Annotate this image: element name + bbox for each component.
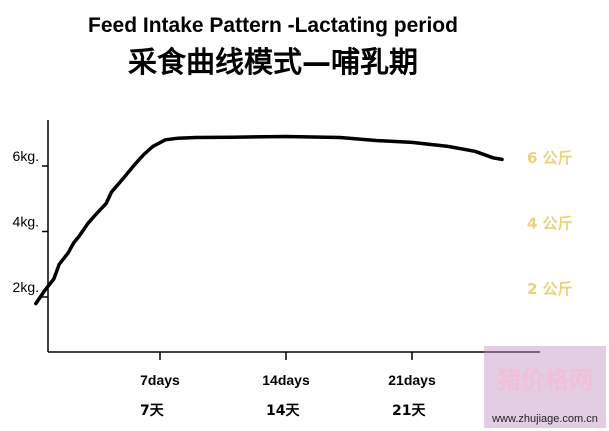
chart-axes — [47, 120, 540, 353]
chart-tick-labels: 2kg. 4kg. 6kg. 7days 7天 14days 14天 21days 21天 — [13, 148, 436, 419]
x-tick-label-zh: 7天 — [140, 403, 165, 419]
chart-ticks — [42, 165, 413, 360]
right-unit-label: 2 公斤 — [527, 280, 573, 298]
x-tick-label: 14days — [262, 372, 310, 388]
x-tick-label: 7days — [140, 372, 180, 388]
y-tick-label: 2kg. — [13, 279, 39, 295]
right-unit-label: 4 公斤 — [527, 215, 573, 233]
watermark: 猪价格网 www.zhujiage.com.cn — [484, 346, 606, 428]
chart-series — [34, 134, 504, 306]
y-tick-label: 6kg. — [13, 148, 39, 164]
feed-intake-line — [34, 134, 504, 306]
chart-title: Feed Intake Pattern -Lactating period — [88, 14, 458, 37]
y-tick-label: 4kg. — [13, 214, 39, 230]
chart-subtitle: 采食曲线模式—哺乳期 — [128, 45, 418, 79]
watermark-url: www.zhujiage.com.cn — [491, 413, 598, 425]
x-tick-label: 21days — [388, 372, 436, 388]
x-tick-label-zh: 21天 — [392, 403, 426, 419]
watermark-background — [484, 346, 606, 428]
x-tick-label-zh: 14天 — [266, 403, 300, 419]
right-unit-label: 6 公斤 — [527, 149, 573, 167]
watermark-text: 猪价格网 — [497, 366, 593, 394]
chart-right-labels: 6 公斤 4 公斤 2 公斤 — [527, 149, 573, 298]
